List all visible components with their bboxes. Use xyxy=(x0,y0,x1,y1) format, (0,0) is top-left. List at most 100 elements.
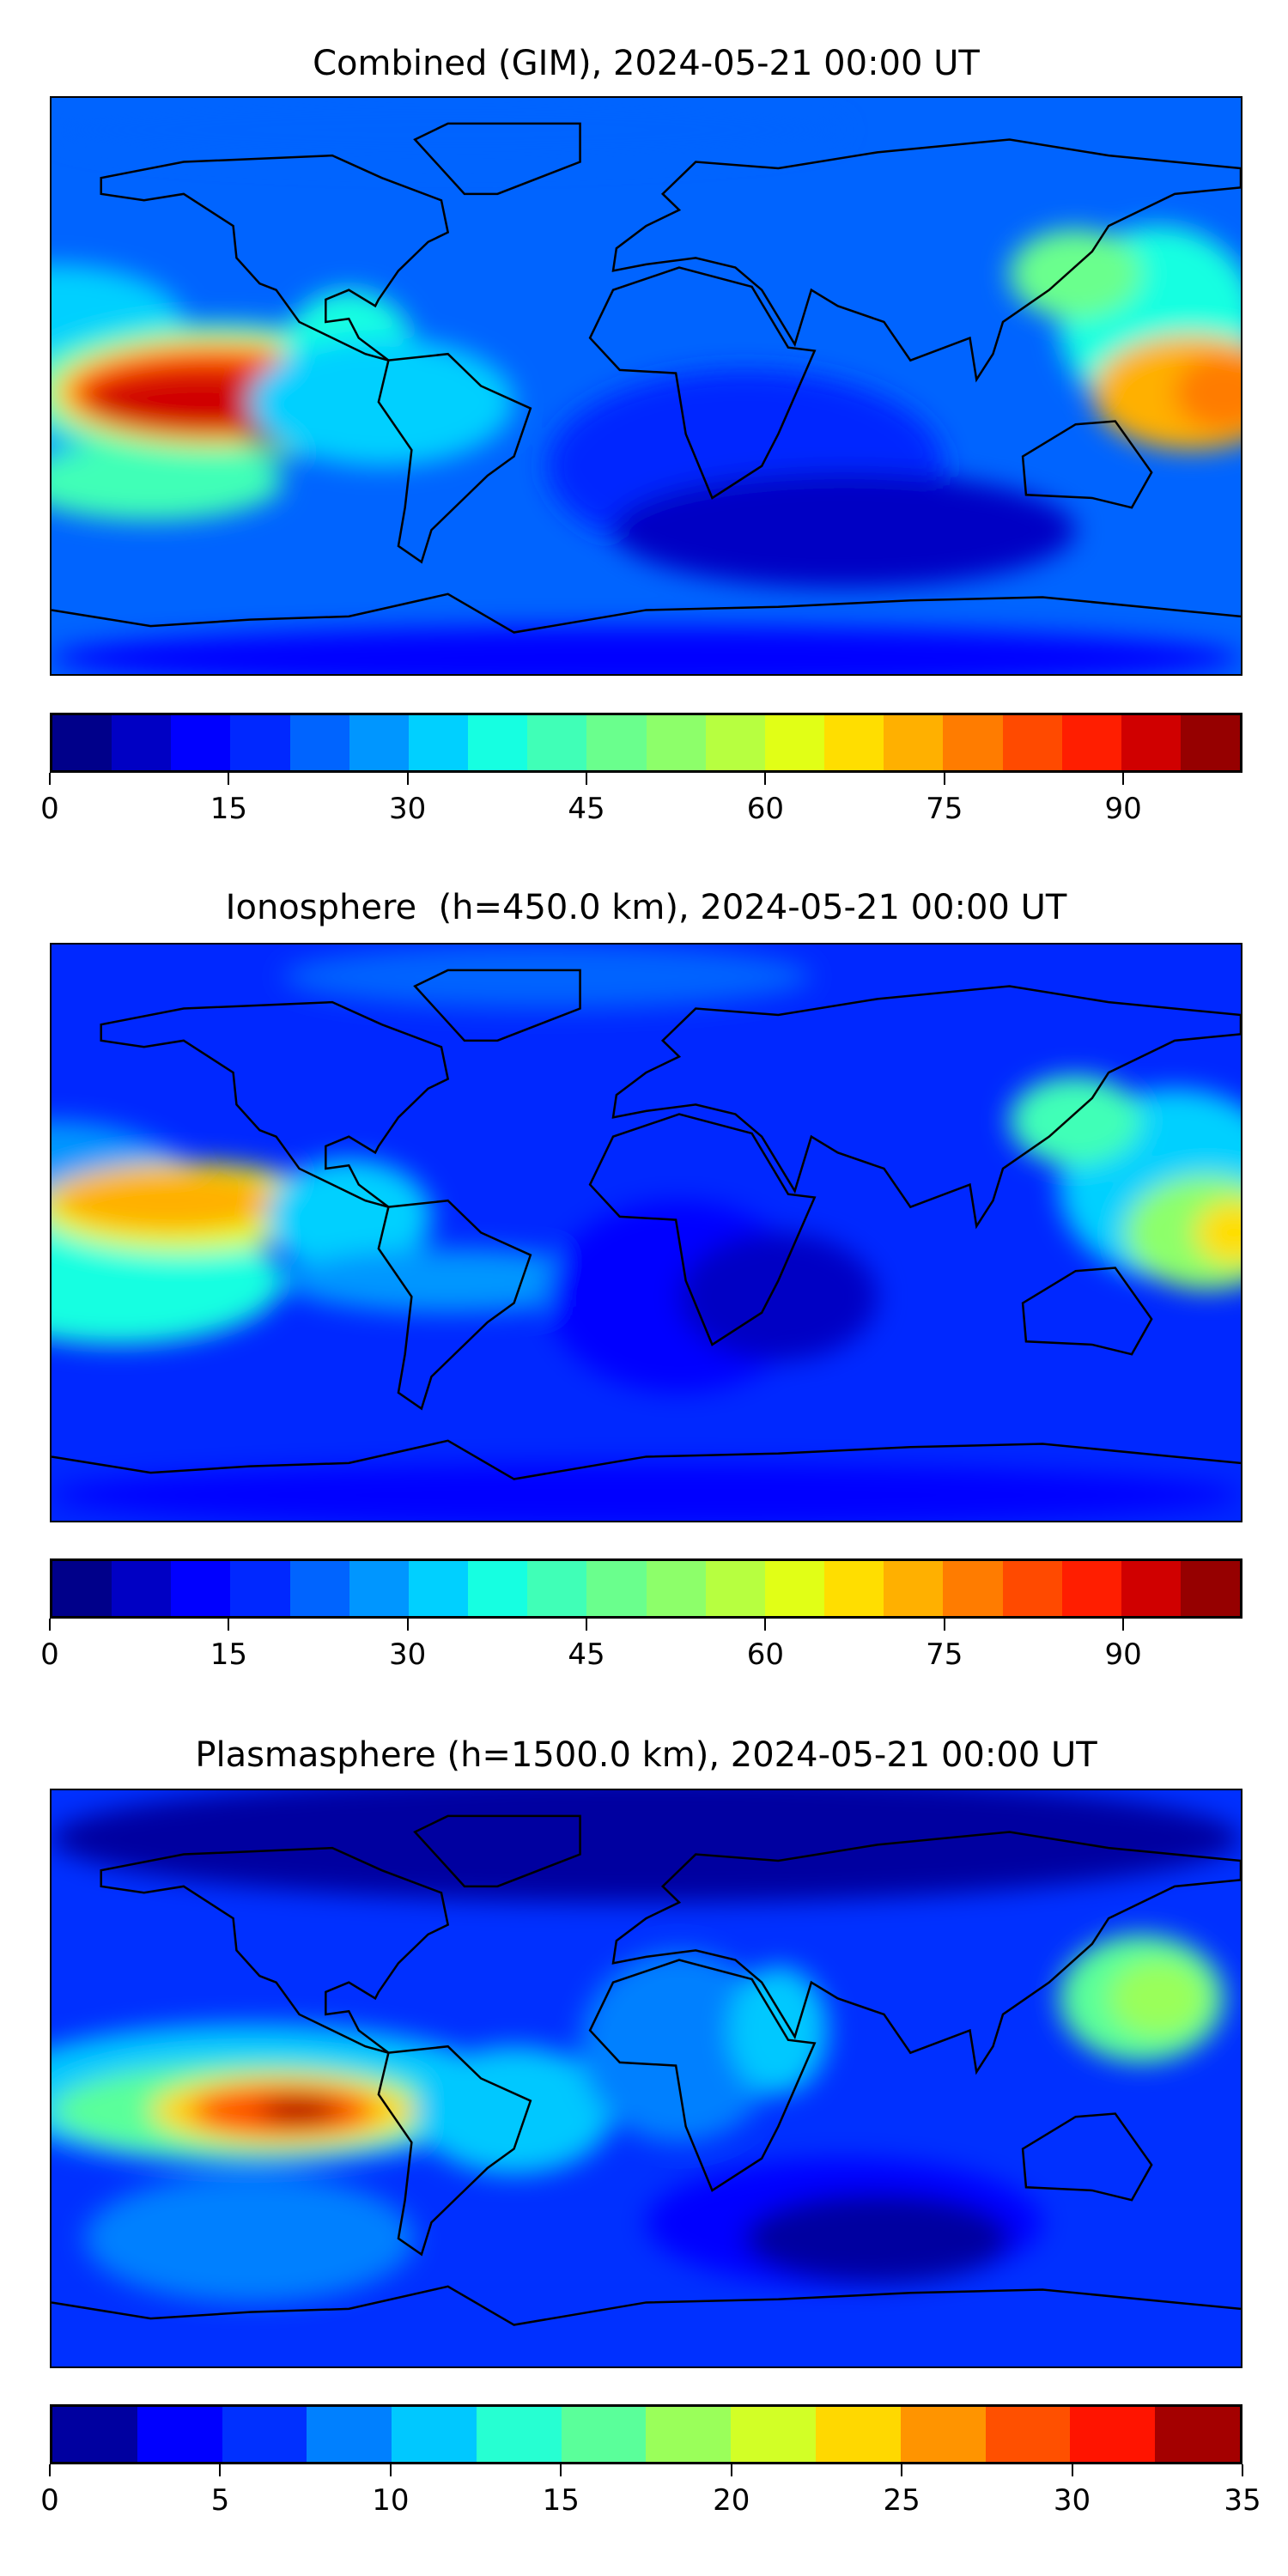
colorbar-tick-label: 45 xyxy=(568,792,605,826)
panel-1-colorbar-ticks: 0 15 30 45 60 75 90 xyxy=(40,773,1242,841)
coastline-australia xyxy=(1023,2114,1151,2201)
coastline-south-america xyxy=(379,2046,531,2254)
panel-2-map xyxy=(50,943,1242,1522)
colorbar-tick-label: 15 xyxy=(542,2483,580,2518)
panel-1-title: Combined (GIM), 2024-05-21 00:00 UT xyxy=(313,44,980,83)
colorbar-level-1 xyxy=(137,2407,222,2462)
colorbar-level-7 xyxy=(468,1561,528,1616)
colorbar-tick-mark xyxy=(49,773,51,785)
colorbar-tick-label: 35 xyxy=(1224,2483,1261,2518)
colorbar-level-12 xyxy=(1070,2407,1156,2462)
panel-1-map xyxy=(50,96,1242,676)
coastline-north-america xyxy=(101,155,448,361)
coastline-africa xyxy=(590,1115,815,1345)
colorbar-level-13 xyxy=(824,1561,884,1616)
contour-region xyxy=(283,1249,614,1313)
colorbar-tick-mark xyxy=(943,1619,945,1631)
contour-region xyxy=(1009,228,1142,319)
panel-3-colorbar-ticks: 0 5 10 15 20 25 30 35 xyxy=(40,2464,1261,2533)
colorbar-tick-mark xyxy=(228,1619,230,1631)
contour-region xyxy=(415,2046,614,2175)
colorbar-tick-label: 5 xyxy=(210,2483,230,2518)
colorbar-tick-label: 15 xyxy=(210,1637,247,1672)
colorbar-level-17 xyxy=(1061,1561,1121,1616)
colorbar-tick-mark xyxy=(901,2464,903,2476)
contour-region xyxy=(249,337,514,466)
colorbar-level-6 xyxy=(408,715,469,770)
contour-region xyxy=(744,2193,1010,2284)
colorbar-level-6 xyxy=(408,1561,469,1616)
colorbar-tick-mark xyxy=(406,773,409,785)
colorbar-tick-label: 0 xyxy=(40,2483,59,2518)
colorbar-level-3 xyxy=(230,1561,290,1616)
colorbar-level-19 xyxy=(1180,715,1241,770)
panel-3-title: Plasmasphere (h=1500.0 km), 2024-05-21 0… xyxy=(195,1735,1097,1775)
coastline-south-america xyxy=(379,354,531,562)
colorbar-level-7 xyxy=(468,715,528,770)
colorbar-tick-label: 15 xyxy=(210,792,247,826)
colorbar-tick-label: 10 xyxy=(372,2483,410,2518)
colorbar-level-17 xyxy=(1061,715,1121,770)
coastline-greenland xyxy=(415,124,580,194)
panel-3-colorbar xyxy=(50,2404,1242,2464)
panel-3-map xyxy=(50,1789,1242,2368)
colorbar-tick-mark xyxy=(730,2464,732,2476)
colorbar-level-3 xyxy=(307,2407,392,2462)
coastline-greenland xyxy=(415,970,580,1041)
colorbar-tick-mark xyxy=(219,2464,222,2476)
colorbar-tick-label: 30 xyxy=(389,792,427,826)
colorbar-level-14 xyxy=(884,715,944,770)
colorbar-level-2 xyxy=(171,715,231,770)
coastline-australia xyxy=(1023,422,1151,508)
colorbar-level-5 xyxy=(349,1561,409,1616)
colorbar-tick-mark xyxy=(406,1619,409,1631)
colorbar-level-6 xyxy=(561,2407,647,2462)
colorbar-tick-label: 90 xyxy=(1104,1637,1142,1672)
panel-2-title: Ionosphere (h=450.0 km), 2024-05-21 00:0… xyxy=(225,888,1067,927)
colorbar-tick-label: 60 xyxy=(746,792,785,826)
colorbar-tick-mark xyxy=(389,2464,392,2476)
colorbar-level-0 xyxy=(52,2407,137,2462)
contour-region xyxy=(613,472,1076,588)
coastline-north-america xyxy=(101,1002,448,1207)
colorbar-tick-mark xyxy=(943,773,945,785)
colorbar-level-15 xyxy=(943,715,1003,770)
colorbar-level-8 xyxy=(731,2407,817,2462)
contour-region xyxy=(52,626,1241,674)
field-contours xyxy=(52,1790,1241,2303)
colorbar-level-9 xyxy=(586,1561,647,1616)
colorbar-tick-label: 20 xyxy=(713,2483,750,2518)
colorbar-level-5 xyxy=(476,2407,562,2462)
colorbar-tick-mark xyxy=(586,1619,588,1631)
colorbar-level-1 xyxy=(112,1561,172,1616)
colorbar-level-3 xyxy=(230,715,290,770)
coastline-eurasia xyxy=(613,139,1241,380)
colorbar-tick-mark xyxy=(560,2464,562,2476)
colorbar-tick-label: 25 xyxy=(883,2483,920,2518)
contour-region xyxy=(283,945,811,1009)
colorbar-level-7 xyxy=(646,2407,732,2462)
colorbar-level-4 xyxy=(392,2407,477,2462)
colorbar-level-5 xyxy=(349,715,409,770)
coastline-antarctica xyxy=(52,2287,1241,2325)
colorbar-level-0 xyxy=(52,1561,112,1616)
colorbar-level-11 xyxy=(705,715,765,770)
contour-region xyxy=(259,2097,339,2123)
colorbar-tick-mark xyxy=(586,773,588,785)
colorbar-level-15 xyxy=(943,1561,1003,1616)
panel-1-colorbar xyxy=(50,713,1242,773)
colorbar-tick-mark xyxy=(1122,773,1125,785)
panel-2-colorbar xyxy=(50,1558,1242,1619)
colorbar-level-18 xyxy=(1121,1561,1181,1616)
colorbar-level-1 xyxy=(112,715,172,770)
coastline-australia xyxy=(1023,1268,1151,1355)
colorbar-level-13 xyxy=(1155,2407,1240,2462)
panel-2-colorbar-ticks: 0 15 30 45 60 75 90 xyxy=(40,1619,1242,1687)
contour-region xyxy=(1009,1075,1142,1166)
colorbar-tick-label: 30 xyxy=(389,1637,427,1672)
colorbar-level-10 xyxy=(646,715,706,770)
colorbar-level-10 xyxy=(900,2407,986,2462)
contour-region xyxy=(84,2174,416,2303)
contour-region xyxy=(1109,1959,1208,2038)
colorbar-tick-mark xyxy=(49,1619,51,1631)
